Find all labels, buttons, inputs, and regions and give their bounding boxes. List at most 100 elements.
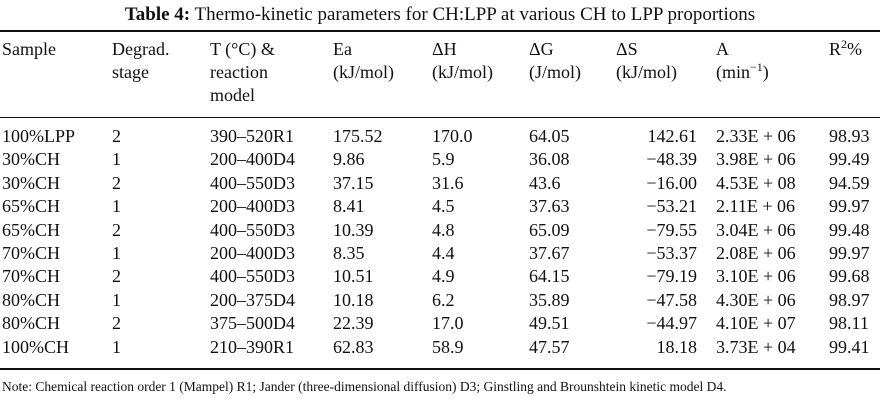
- cell-model: 400–550D3: [210, 266, 295, 287]
- table-row: 70%CH 2 400–550D3 10.51 4.9 64.15 −79.19 3.10E …: [0, 265, 880, 288]
- cell-delta-h: 5.9: [432, 149, 455, 170]
- cell-delta-s: −48.39: [646, 149, 697, 170]
- cell-a: 2.33E + 06: [716, 126, 796, 146]
- table-row: 70%CH 1 200–400D3 8.35 4.4 37.67 −53.37 2.08E +…: [0, 242, 880, 265]
- cell-ea: 8.35: [333, 243, 365, 263]
- cell-delta-s: −79.19: [646, 266, 697, 287]
- header-delta-s: ΔS (kJ/mol): [616, 39, 677, 82]
- cell-delta-g: 47.57: [529, 336, 570, 357]
- cell-sample: 70%CH: [2, 243, 60, 263]
- cell-stage: 2: [112, 266, 121, 287]
- cell-r2: 98.97: [829, 289, 870, 310]
- top-rule: [0, 30, 880, 32]
- header-sample: Sample: [2, 39, 56, 59]
- header-degradation-stage: Degrad. stage: [112, 39, 170, 82]
- cell-ea: 37.15: [333, 172, 374, 193]
- table-row: 100%LPP 2 390–520R1 175.52 170.0 64.05 142.61 2…: [0, 125, 880, 148]
- cell-ea: 8.41: [333, 196, 365, 217]
- cell-delta-s: −47.58: [646, 289, 697, 310]
- cell-model: 210–390R1: [210, 336, 295, 357]
- cell-delta-s: −53.21: [646, 196, 697, 217]
- cell-stage: 1: [112, 243, 121, 263]
- cell-sample: 65%CH: [2, 219, 60, 240]
- cell-a: 3.73E + 04: [716, 336, 796, 357]
- cell-model: 200–400D3: [210, 243, 295, 263]
- cell-stage: 2: [112, 219, 121, 240]
- cell-sample: 100%CH: [2, 336, 69, 357]
- table-label: Table 4:: [124, 4, 191, 25]
- cell-r2: 99.97: [829, 243, 870, 263]
- cell-model: 375–500D4: [210, 313, 295, 334]
- cell-a: 4.10E + 07: [716, 313, 796, 334]
- table-caption: Table 4: Thermo-kinetic parameters for C…: [0, 4, 880, 26]
- cell-delta-g: 49.51: [529, 313, 570, 334]
- cell-delta-h: 4.4: [432, 243, 455, 263]
- header-a-close: ): [762, 62, 769, 82]
- cell-delta-s: 142.61: [647, 126, 698, 146]
- table-row: 80%CH 1 200–375D4 10.18 6.2 35.89 −47.58 4.30E …: [0, 289, 880, 312]
- cell-ea: 22.39: [333, 313, 374, 334]
- cell-stage: 2: [112, 126, 121, 146]
- cell-ea: 10.18: [333, 289, 374, 310]
- cell-delta-s: −53.37: [646, 243, 697, 263]
- cell-ea: 10.51: [333, 266, 374, 287]
- cell-r2: 99.49: [829, 149, 870, 170]
- table-row: 100%CH 1 210–390R1 62.83 58.9 47.57 18.18 3.73E…: [0, 336, 880, 359]
- cell-a: 3.98E + 06: [716, 149, 796, 170]
- cell-delta-s: 18.18: [656, 336, 698, 357]
- cell-model: 400–550D3: [210, 172, 295, 193]
- cell-r2: 99.48: [829, 219, 870, 240]
- cell-r2: 98.93: [829, 126, 870, 146]
- header-r2-tail: %: [847, 39, 863, 59]
- header-ea: Ea (kJ/mol): [333, 39, 394, 82]
- header-r2-base: R: [829, 39, 842, 59]
- header-delta-g: ΔG (J/mol): [529, 39, 581, 82]
- cell-stage: 1: [112, 336, 121, 357]
- cell-sample: 30%CH: [2, 149, 60, 170]
- cell-r2: 94.59: [829, 172, 870, 193]
- cell-delta-g: 36.08: [529, 149, 570, 170]
- cell-delta-g: 43.6: [529, 172, 561, 193]
- cell-model: 200–375D4: [210, 289, 295, 310]
- table-row: 80%CH 2 375–500D4 22.39 17.0 49.51 −44.97 4.10E…: [0, 312, 880, 335]
- cell-delta-h: 4.9: [432, 266, 455, 287]
- cell-model: 390–520R1: [210, 126, 295, 146]
- cell-stage: 2: [112, 172, 121, 193]
- cell-sample: 65%CH: [2, 196, 60, 217]
- cell-delta-g: 65.09: [529, 219, 570, 240]
- cell-model: 400–550D3: [210, 219, 295, 240]
- header-a-superscript: −1: [750, 60, 763, 74]
- cell-stage: 1: [112, 196, 121, 217]
- cell-ea: 10.39: [333, 219, 374, 240]
- cell-r2: 99.41: [829, 336, 870, 357]
- cell-delta-g: 64.05: [529, 126, 570, 146]
- cell-delta-h: 4.5: [432, 196, 455, 217]
- cell-ea: 9.86: [333, 149, 365, 170]
- header-delta-h: ΔH (kJ/mol): [432, 39, 493, 82]
- table-row: 65%CH 1 200–400D3 8.41 4.5 37.63 −53.21 2.11E +…: [0, 195, 880, 218]
- header-r-squared: R2%: [829, 38, 862, 61]
- cell-sample: 80%CH: [2, 289, 60, 310]
- cell-a: 3.04E + 06: [716, 219, 796, 240]
- table-note: Note: Chemical reaction order 1 (Mampel)…: [2, 379, 727, 394]
- header-r2-superscript: 2: [841, 37, 848, 51]
- cell-ea: 62.83: [333, 336, 374, 357]
- cell-sample: 100%LPP: [2, 126, 76, 146]
- header-a: A (min−1): [716, 38, 769, 84]
- cell-delta-g: 35.89: [529, 289, 570, 310]
- cell-delta-h: 6.2: [432, 289, 455, 310]
- cell-sample: 80%CH: [2, 313, 60, 334]
- table-title: Thermo-kinetic parameters for CH:LPP at …: [190, 4, 756, 25]
- cell-delta-h: 31.6: [432, 172, 464, 193]
- bottom-rule: [0, 368, 880, 370]
- cell-model: 200–400D4: [210, 149, 295, 170]
- header-temperature-model: T (°C) & reaction model: [210, 39, 275, 105]
- cell-r2: 99.68: [829, 266, 870, 287]
- cell-a: 4.30E + 06: [716, 289, 796, 310]
- cell-delta-h: 170.0: [432, 126, 473, 146]
- cell-a: 2.11E + 06: [716, 196, 795, 217]
- cell-ea: 175.52: [333, 126, 383, 146]
- cell-stage: 1: [112, 149, 121, 170]
- cell-a: 4.53E + 08: [716, 172, 796, 193]
- cell-delta-s: −79.55: [646, 219, 697, 240]
